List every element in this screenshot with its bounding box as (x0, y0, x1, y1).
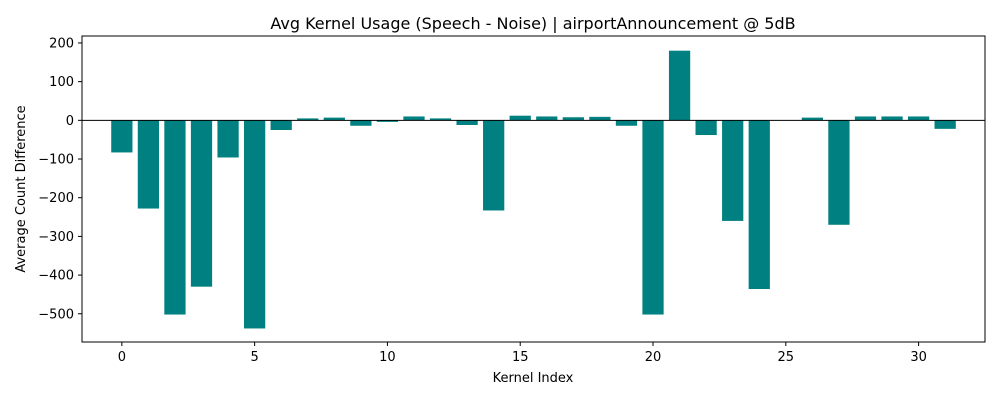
bar-kernel-10 (376, 120, 399, 122)
bar-kernel-12 (429, 118, 452, 121)
bar-kernel-23 (722, 120, 744, 221)
bar-kernel-29 (881, 116, 903, 121)
bar-kernel-17 (562, 117, 584, 121)
bar-kernel-27 (828, 120, 850, 225)
y-axis: −500 −400 −300 −200 −100 0 100 200 (38, 36, 82, 322)
y-axis-label: Average Count Difference (14, 105, 29, 272)
bar-kernel-1 (137, 120, 160, 209)
bar-kernel-11 (403, 116, 425, 121)
plot-frame (81, 35, 986, 343)
bar-kernel-6 (270, 120, 292, 131)
bar-kernel-21 (668, 50, 691, 121)
bar-kernel-8 (323, 117, 345, 121)
bar-kernel-24 (748, 120, 770, 290)
x-axis: 0 5 10 15 20 25 30 (118, 342, 927, 365)
y-tick-label: 200 (49, 36, 74, 51)
x-tick-label: 15 (512, 350, 529, 365)
bar-kernel-26 (801, 117, 823, 121)
bar-kernel-16 (536, 116, 558, 121)
x-axis-label: Kernel Index (493, 371, 574, 386)
bar-kernel-3 (190, 120, 213, 287)
x-tick-label: 10 (379, 350, 396, 365)
bar-kernel-28 (854, 116, 877, 121)
y-tick-label: −100 (38, 153, 74, 168)
bar-kernel-22 (695, 120, 717, 136)
x-tick-label: 30 (910, 350, 927, 365)
bar-kernel-18 (589, 116, 611, 121)
x-tick-label: 5 (250, 350, 258, 365)
x-tick-label: 20 (645, 350, 662, 365)
y-tick-label: −300 (38, 230, 74, 245)
x-tick-label: 25 (778, 350, 795, 365)
y-tick-label: 0 (66, 114, 74, 129)
y-tick-label: −400 (38, 269, 74, 284)
bar-kernel-30 (907, 116, 930, 121)
y-tick-label: −200 (38, 191, 74, 206)
chart-title: Avg Kernel Usage (Speech - Noise) | airp… (270, 14, 795, 33)
bar-kernel-15 (509, 115, 531, 121)
bar-kernel-14 (483, 120, 505, 211)
bar-kernel-2 (164, 120, 186, 315)
bar-kernel-13 (456, 120, 478, 125)
y-tick-label: −500 (38, 307, 74, 322)
bars-layer (111, 50, 956, 329)
bar-kernel-5 (244, 120, 266, 329)
bar-kernel-4 (217, 120, 239, 158)
bar-kernel-7 (297, 118, 319, 121)
bar-kernel-20 (642, 120, 664, 315)
bar-kernel-31 (934, 120, 956, 129)
bar-kernel-0 (111, 120, 133, 153)
bar-kernel-19 (615, 120, 638, 126)
bar-kernel-9 (350, 120, 372, 126)
x-tick-label: 0 (118, 350, 126, 365)
y-tick-label: 100 (49, 75, 74, 90)
